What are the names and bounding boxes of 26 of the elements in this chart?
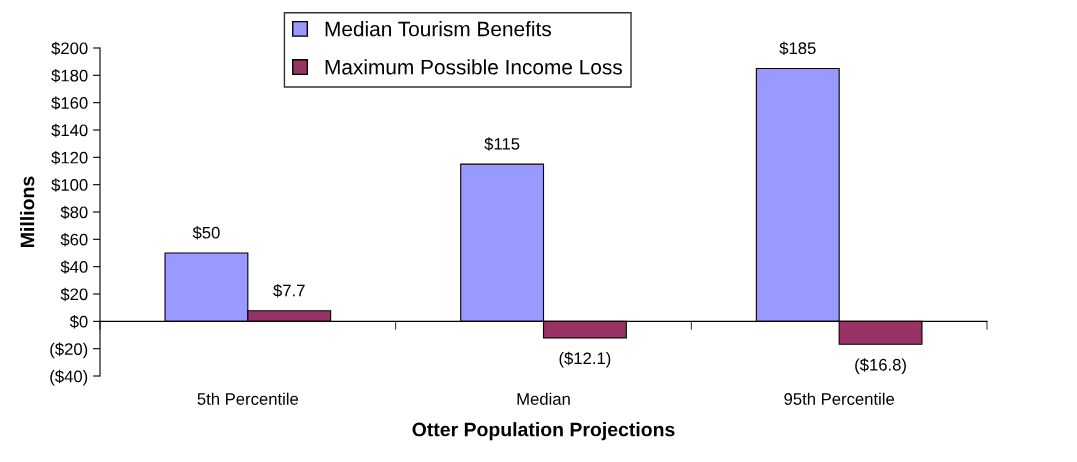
- legend-label: Maximum Possible Income Loss: [325, 59, 622, 75]
- data-label: $7.7: [273, 283, 305, 298]
- y-tick-label: $200: [51, 41, 88, 56]
- y-tick-label: $140: [51, 123, 88, 138]
- data-label: $115: [484, 137, 520, 151]
- data-label: ($16.8): [855, 358, 906, 374]
- y-tick-label: $80: [60, 205, 88, 220]
- y-tick-label: $100: [51, 178, 88, 192]
- x-axis-title: Otter Population Projections: [412, 422, 675, 441]
- y-tick-label: $20: [60, 287, 88, 302]
- y-axis-title: Millions: [20, 176, 35, 247]
- y-tick-label: $0: [69, 315, 88, 329]
- y-tick-label: $180: [51, 69, 88, 83]
- y-tick-label: ($20): [50, 342, 88, 359]
- y-tick-label: $120: [51, 151, 88, 165]
- x-tick-label: 95th Percentile: [784, 392, 895, 405]
- data-label: ($12.1): [559, 351, 611, 368]
- data-label: $50: [192, 226, 220, 240]
- y-tick-label: $160: [51, 96, 88, 110]
- data-label: $185: [779, 41, 816, 56]
- y-tick-label: $60: [60, 233, 88, 247]
- y-tick-label: $40: [60, 260, 88, 274]
- y-tick-label: ($40): [50, 369, 88, 386]
- x-tick-label: 5th Percentile: [197, 392, 299, 405]
- x-tick-label: Median: [517, 392, 570, 405]
- legend-label: Median Tourism Benefits: [325, 21, 551, 37]
